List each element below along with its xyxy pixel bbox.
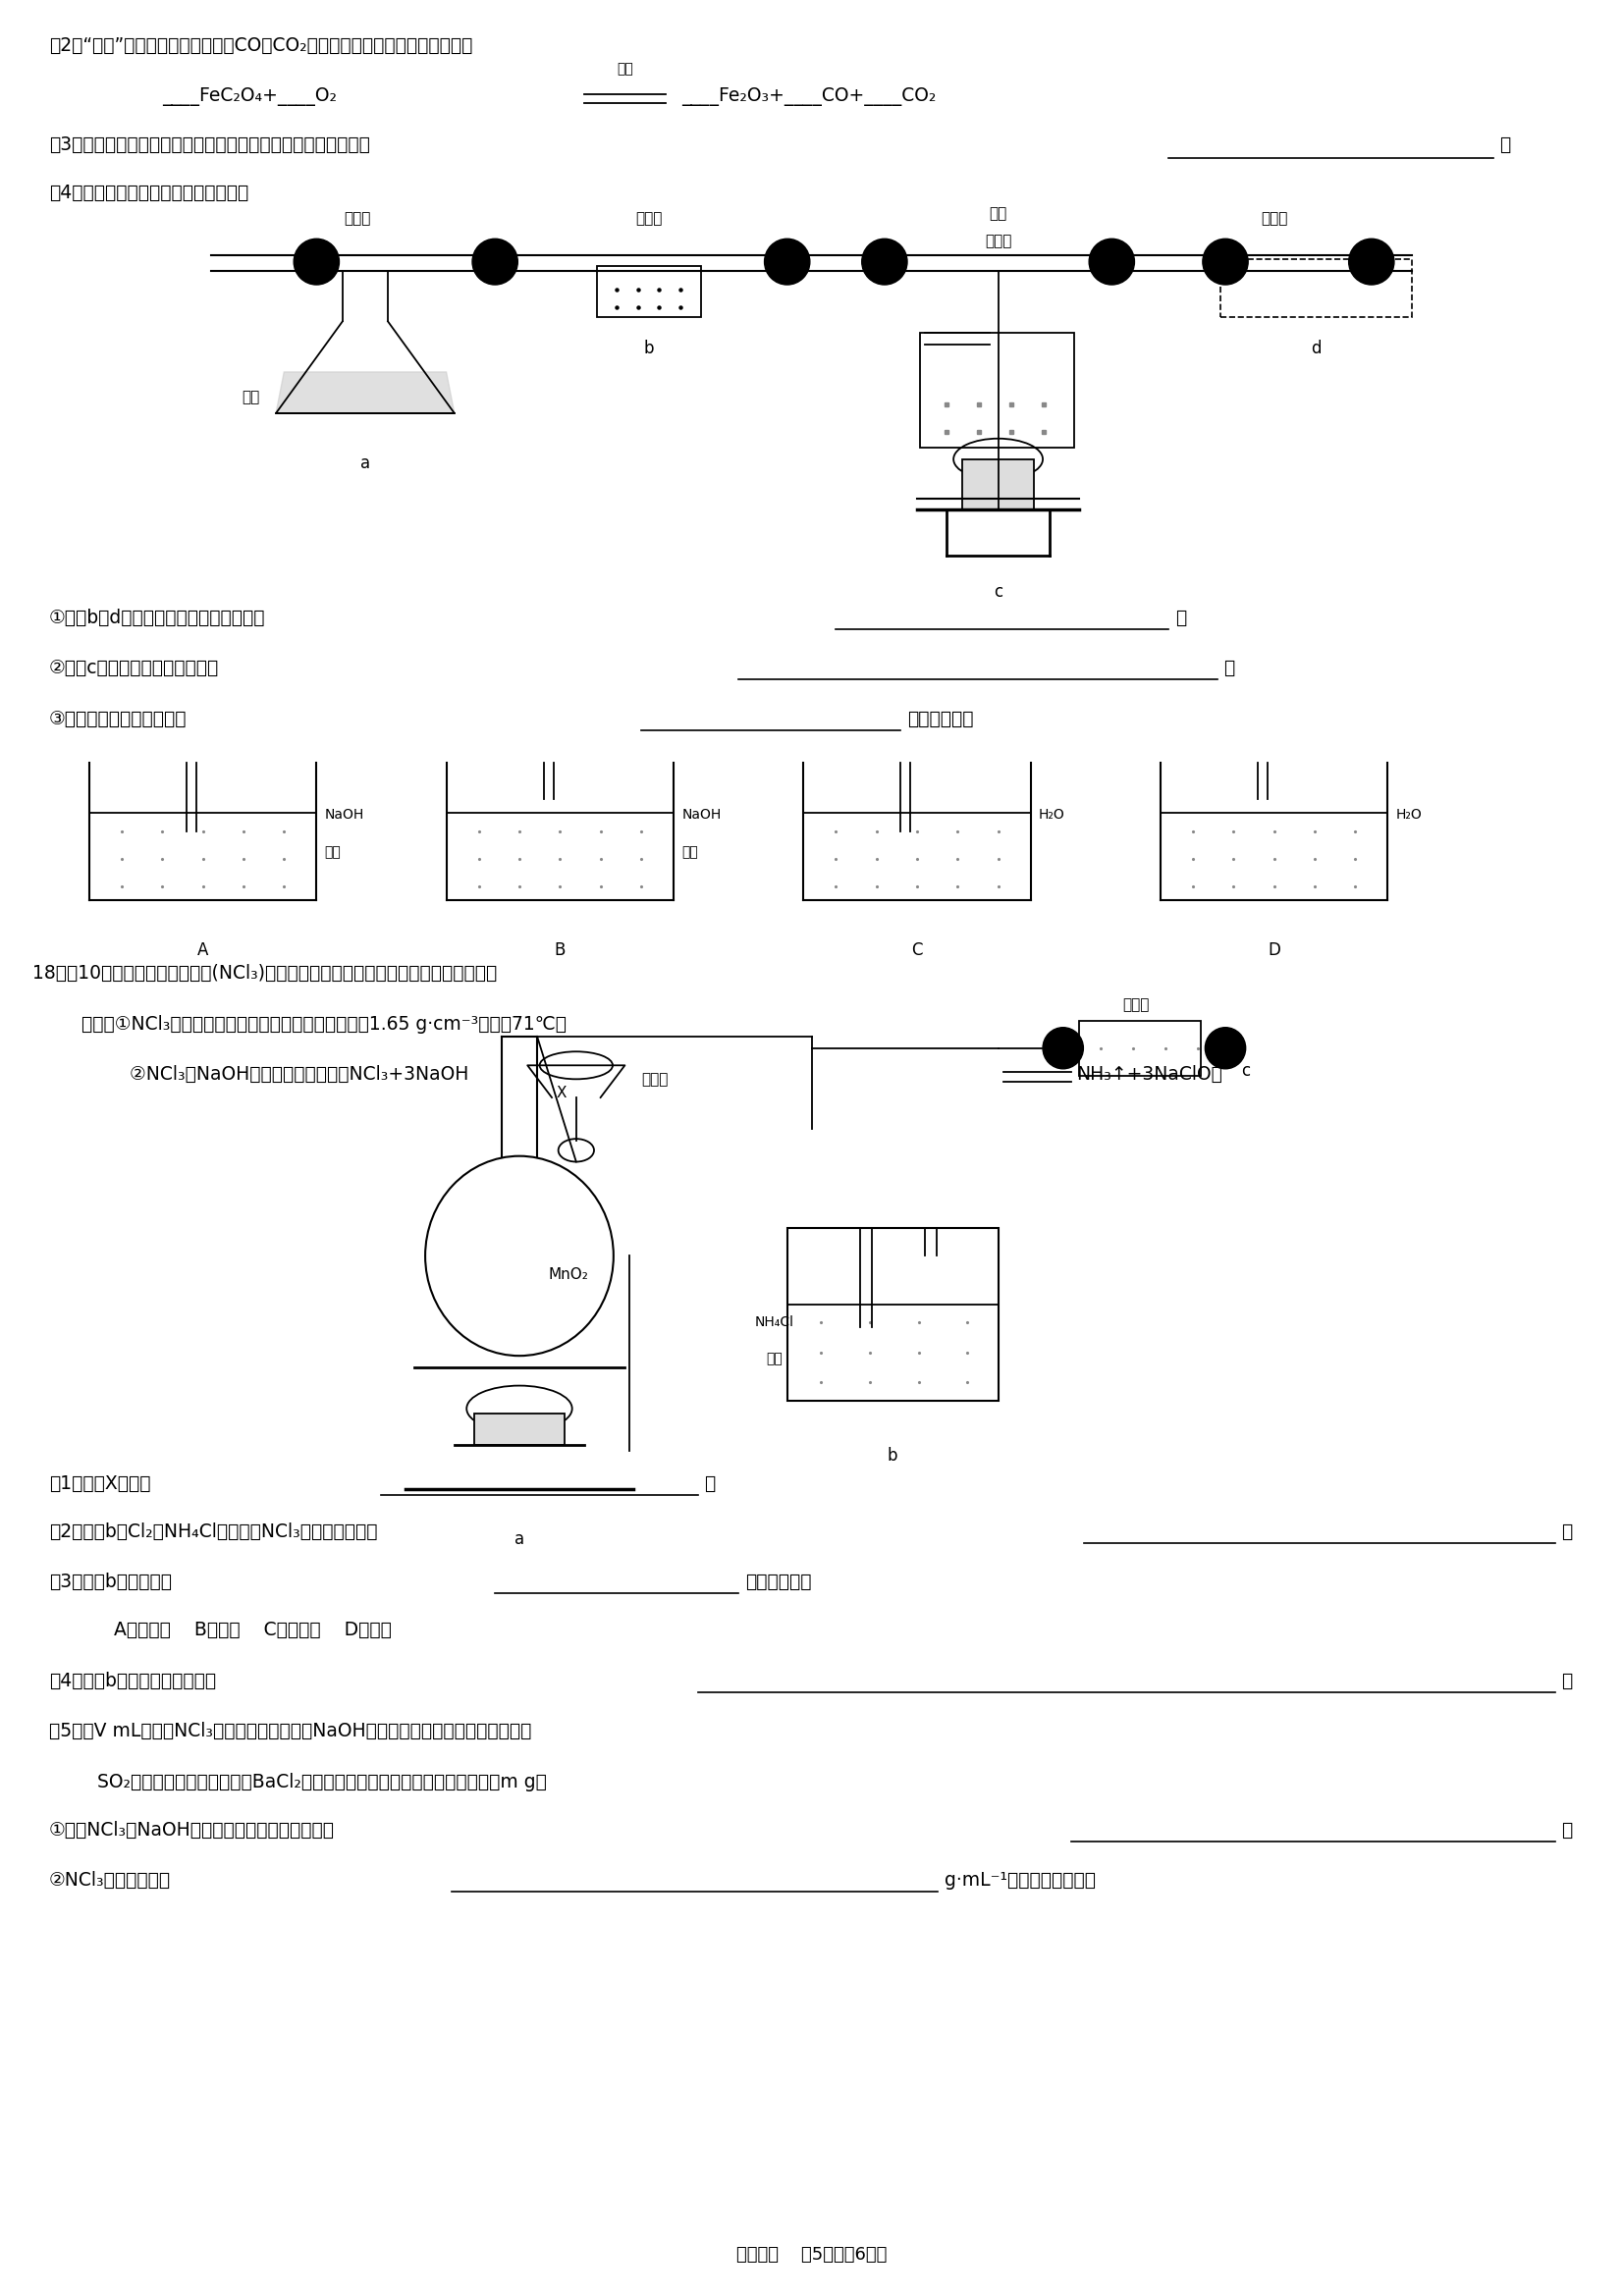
Bar xyxy=(474,1412,565,1446)
Text: MnO₂: MnO₂ xyxy=(549,1267,589,1281)
Text: 。: 。 xyxy=(1561,1671,1573,1690)
Text: C: C xyxy=(912,941,922,960)
Text: 氧化馓: 氧化馓 xyxy=(985,234,1011,248)
Ellipse shape xyxy=(294,239,339,285)
Text: （2）装置b中Cl₂与NH₄Cl反应生成NCl₃的化学方程式为: （2）装置b中Cl₂与NH₄Cl反应生成NCl₃的化学方程式为 xyxy=(49,1522,377,1541)
Ellipse shape xyxy=(1349,239,1394,285)
Text: 。: 。 xyxy=(704,1474,716,1492)
Text: 18．（10分）强氧化剂三氯化氮(NCl₃)可用于漂白和消毒，实验室利用如下装置制备。: 18．（10分）强氧化剂三氯化氮(NCl₃)可用于漂白和消毒，实验室利用如下装置… xyxy=(32,964,497,983)
Text: （5）取V mL制得的NCl₃粗品，加入盛有足量NaOH溶液的烧杯中充分反应，通入足量: （5）取V mL制得的NCl₃粗品，加入盛有足量NaOH溶液的烧杯中充分反应，通… xyxy=(49,1722,531,1740)
Text: D: D xyxy=(1268,941,1281,960)
Text: 高温: 高温 xyxy=(617,62,633,76)
Polygon shape xyxy=(276,372,454,413)
Text: 干燥剂: 干燥剂 xyxy=(1123,996,1149,1013)
Text: 浓盐酸: 浓盐酸 xyxy=(641,1072,669,1086)
Text: NH₄Cl: NH₄Cl xyxy=(755,1316,794,1329)
Ellipse shape xyxy=(1206,1029,1246,1070)
Text: c: c xyxy=(1242,1063,1251,1079)
Text: 。: 。 xyxy=(1500,135,1511,154)
Text: （3）实验室利用氯化馈与氢氧化馒反应制取氨气的化学方程式为: （3）实验室利用氯化馈与氢氧化馒反应制取氨气的化学方程式为 xyxy=(49,135,370,154)
Text: SO₂，再加入足量盐酸酸化的BaCl₂溶液，过滤、洗涤、干燥，得到白色固体m g。: SO₂，再加入足量盐酸酸化的BaCl₂溶液，过滤、洗涤、干燥，得到白色固体m g… xyxy=(97,1773,547,1791)
Text: 干燥剂: 干燥剂 xyxy=(1261,211,1287,225)
Text: ②NCl₃与NaOH反应的化学方程式为NCl₃+3NaOH: ②NCl₃与NaOH反应的化学方程式为NCl₃+3NaOH xyxy=(130,1065,476,1084)
Bar xyxy=(597,266,701,317)
Text: （4）制备纳米氧化馓的实验装置如下。: （4）制备纳米氧化馓的实验装置如下。 xyxy=(49,184,248,202)
Text: d: d xyxy=(1311,340,1321,358)
Text: （1）仪器X名称为: （1）仪器X名称为 xyxy=(49,1474,151,1492)
Text: A: A xyxy=(198,941,208,960)
Text: 。: 。 xyxy=(1561,1522,1573,1541)
Text: 溶液: 溶液 xyxy=(682,845,698,859)
Text: H₂O: H₂O xyxy=(1396,808,1422,822)
Text: 干燥剂: 干燥剂 xyxy=(636,211,662,225)
Text: ②NCl₃粗品的纯度为: ②NCl₃粗品的纯度为 xyxy=(49,1871,170,1890)
Text: ③虚线框中最适宜的装置为: ③虚线框中最适宜的装置为 xyxy=(49,709,187,728)
Text: a: a xyxy=(360,455,370,473)
Bar xyxy=(962,459,1034,510)
Text: 溶液: 溶液 xyxy=(766,1352,782,1366)
Text: 化学试题    第5页（兲6页）: 化学试题 第5页（兲6页） xyxy=(737,2245,886,2264)
Ellipse shape xyxy=(472,239,518,285)
Text: 。: 。 xyxy=(1175,608,1186,627)
Text: b: b xyxy=(888,1446,898,1465)
Text: NaOH: NaOH xyxy=(682,808,721,822)
Text: A．热水浴    B．油浴    C．冷水浴    D．沙浴: A．热水浴 B．油浴 C．冷水浴 D．沙浴 xyxy=(114,1621,391,1639)
Text: 。: 。 xyxy=(1224,659,1235,677)
Text: 纳米: 纳米 xyxy=(988,207,1008,220)
Text: 溶液: 溶液 xyxy=(325,845,341,859)
Ellipse shape xyxy=(1044,1029,1084,1070)
Text: B: B xyxy=(555,941,565,960)
Text: （4）装置b烧瓶内的实验现象为: （4）装置b烧瓶内的实验现象为 xyxy=(49,1671,216,1690)
Text: NH₃↑+3NaClO。: NH₃↑+3NaClO。 xyxy=(1076,1065,1222,1084)
Text: X: X xyxy=(557,1086,566,1100)
Bar xyxy=(920,333,1074,448)
Text: g·mL⁻¹。（列出计算式）: g·mL⁻¹。（列出计算式） xyxy=(945,1871,1096,1890)
Text: ①检验NCl₃与NaOH溶液反应生成的气体的操作为: ①检验NCl₃与NaOH溶液反应生成的气体的操作为 xyxy=(49,1821,334,1839)
Text: （2）“煛烧”过程生成等物质的量的CO和CO₂，请将下列反应方程式补充完整。: （2）“煛烧”过程生成等物质的量的CO和CO₂，请将下列反应方程式补充完整。 xyxy=(49,37,472,55)
Text: （3）装置b控温方式为: （3）装置b控温方式为 xyxy=(49,1573,172,1591)
Text: 。: 。 xyxy=(1561,1821,1573,1839)
Text: H₂O: H₂O xyxy=(1039,808,1065,822)
Text: 。（填标号）: 。（填标号） xyxy=(907,709,974,728)
Text: a: a xyxy=(514,1529,524,1548)
Bar xyxy=(787,1228,998,1401)
Text: ①装置b和d盛有相同的干燥剂，其名称为: ①装置b和d盛有相同的干燥剂，其名称为 xyxy=(49,608,265,627)
Text: ②装置c中发生反应的化学方程为: ②装置c中发生反应的化学方程为 xyxy=(49,659,219,677)
Text: 已知：①NCl₃是淡黄色油状液体，不溶于冷水，密度为1.65 g·cm⁻³，沸点71℃。: 已知：①NCl₃是淡黄色油状液体，不溶于冷水，密度为1.65 g·cm⁻³，沸点… xyxy=(81,1015,566,1033)
Text: 。（填标号）: 。（填标号） xyxy=(745,1573,812,1591)
Ellipse shape xyxy=(764,239,810,285)
Text: ____Fe₂O₃+____CO+____CO₂: ____Fe₂O₃+____CO+____CO₂ xyxy=(682,87,936,106)
Text: c: c xyxy=(993,583,1003,602)
Bar xyxy=(1220,259,1412,317)
Text: NaOH: NaOH xyxy=(325,808,364,822)
Ellipse shape xyxy=(1203,239,1248,285)
Text: 固体: 固体 xyxy=(242,390,260,404)
Text: b: b xyxy=(644,340,654,358)
Text: 浓氨水: 浓氨水 xyxy=(344,211,370,225)
Ellipse shape xyxy=(1089,239,1134,285)
Ellipse shape xyxy=(862,239,907,285)
Text: ____FeC₂O₄+____O₂: ____FeC₂O₄+____O₂ xyxy=(162,87,338,106)
Bar xyxy=(1079,1019,1201,1075)
